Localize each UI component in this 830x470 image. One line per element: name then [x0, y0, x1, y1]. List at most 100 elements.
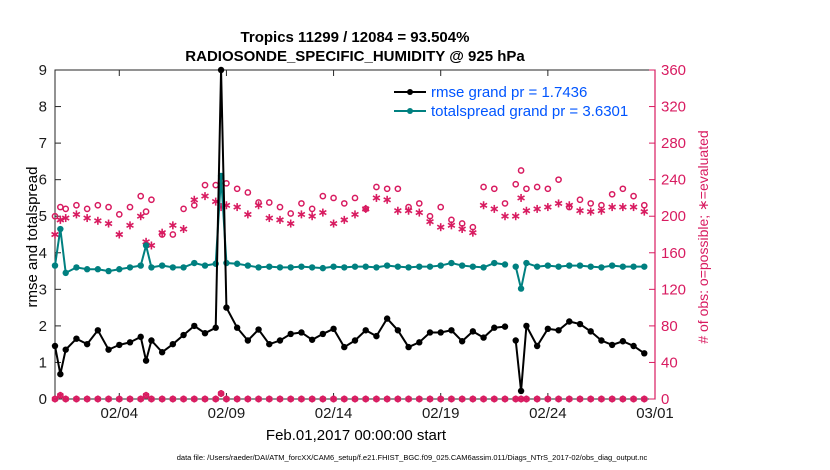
spread-point — [544, 262, 552, 269]
spread-point — [555, 263, 562, 270]
x-tick-label: 02/04 — [101, 405, 139, 422]
obs-evaluated-marker — [586, 208, 595, 215]
rmse-point — [437, 329, 444, 336]
obs-evaluated-marker — [608, 204, 617, 210]
rmse-point — [619, 338, 627, 345]
rmse-point — [598, 337, 605, 344]
rmse-point — [201, 330, 209, 337]
obs-zero-star — [83, 396, 91, 402]
obs-zero-star — [372, 396, 380, 402]
obs-zero-star — [405, 396, 413, 402]
obs-evaluated-marker — [243, 211, 252, 218]
obs-evaluated-marker — [340, 217, 349, 223]
y-left-tick-label: 6 — [39, 172, 47, 189]
obs-possible-marker — [394, 185, 402, 193]
chart-title-line1: Tropics 11299 / 12084 = 93.504% — [241, 29, 470, 46]
obs-evaluated-marker — [158, 229, 167, 236]
obs-evaluated-marker — [517, 195, 525, 201]
obs-evaluated-marker — [533, 206, 542, 212]
obs-possible-marker — [437, 203, 445, 211]
obs-zero-star — [619, 396, 627, 402]
spread-point — [373, 264, 380, 271]
x-tick-label: 02/19 — [422, 405, 460, 422]
obs-evaluated-marker — [426, 219, 434, 225]
obs-evaluated-marker — [404, 208, 413, 214]
rmse-point — [116, 341, 123, 349]
obs-zero-star — [115, 396, 123, 402]
obs-evaluated-marker — [254, 202, 263, 208]
obs-possible-marker — [298, 200, 305, 207]
rmse-point — [287, 330, 294, 338]
spread-point — [94, 266, 102, 273]
obs-zero-star — [265, 396, 273, 402]
obs-evaluated-marker — [147, 242, 156, 249]
rmse-point — [351, 337, 359, 344]
obs-zero-star — [212, 396, 220, 402]
rmse-point — [276, 337, 284, 344]
obs-zero-star — [126, 396, 134, 402]
obs-evaluated-marker — [372, 195, 381, 201]
obs-zero-star — [330, 396, 338, 402]
obs-zero-star — [640, 396, 648, 402]
rmse-point — [383, 315, 391, 322]
spread-point — [201, 262, 209, 269]
y-left-tick-label: 7 — [39, 135, 47, 152]
spread-point — [351, 263, 359, 270]
chart-title-line2: RADIOSONDE_SPECIFIC_HUMIDITY @ 925 hPa — [185, 48, 525, 65]
obs-possible-marker — [94, 201, 102, 209]
spread-point — [630, 263, 637, 270]
obs-zero-star — [544, 396, 552, 402]
spread-point — [383, 262, 391, 269]
obs-zero-star — [447, 396, 455, 402]
rmse-point — [83, 340, 91, 348]
spread-point — [255, 264, 262, 271]
obs-zero-star — [522, 396, 530, 402]
rmse-point — [73, 335, 80, 342]
obs-evaluated-marker — [297, 211, 306, 218]
rmse-line — [54, 69, 506, 375]
obs-possible-marker — [544, 185, 552, 193]
obs-possible-marker — [608, 190, 616, 198]
legend-spread-label: totalspread grand pr = 3.6301 — [431, 103, 628, 120]
rmse-point — [244, 337, 252, 344]
legend-rmse-marker — [407, 89, 413, 95]
legend-rmse-label: rmse grand pr = 1.7436 — [431, 84, 587, 101]
y-right-tick-label: 200 — [661, 208, 686, 225]
obs-possible-marker — [555, 176, 562, 184]
obs-evaluated-marker — [576, 208, 584, 214]
obs-zero-star — [555, 396, 563, 402]
obs-possible-marker — [630, 192, 637, 200]
obs-zero-star — [137, 396, 145, 402]
obs-zero-star — [255, 396, 263, 402]
y-left-tick-label: 1 — [39, 354, 47, 371]
rmse-point — [555, 327, 562, 334]
rmse-point — [469, 328, 477, 335]
obs-zero-star — [501, 396, 509, 402]
y-left-tick-label: 2 — [39, 318, 47, 335]
obs-evaluated-marker — [436, 224, 445, 230]
rmse-point — [137, 333, 144, 341]
obs-possible-marker — [383, 185, 391, 193]
spread-point — [501, 261, 509, 268]
y-right-tick-label: 120 — [661, 281, 686, 298]
obs-zero-star — [276, 396, 284, 402]
obs-zero-star — [72, 396, 80, 402]
spread-point — [469, 263, 477, 270]
y-left-tick-label: 0 — [39, 391, 47, 408]
rmse-point — [426, 329, 434, 336]
obs-zero-star — [56, 392, 64, 398]
obs-zero-star — [222, 396, 230, 402]
obs-evaluated-marker — [179, 226, 188, 232]
x-tick-label: 03/01 — [636, 405, 674, 422]
obs-evaluated-marker — [447, 222, 456, 229]
obs-evaluated-marker — [351, 211, 359, 218]
rmse-point — [512, 337, 519, 344]
obs-zero-star — [533, 396, 541, 402]
spread-point — [137, 262, 144, 269]
obs-zero-star — [480, 396, 488, 402]
spread-point — [437, 262, 444, 269]
obs-evaluated-marker — [458, 226, 467, 232]
obs-possible-marker — [233, 185, 241, 193]
obs-zero-star — [587, 396, 595, 402]
spread-point — [394, 263, 402, 270]
